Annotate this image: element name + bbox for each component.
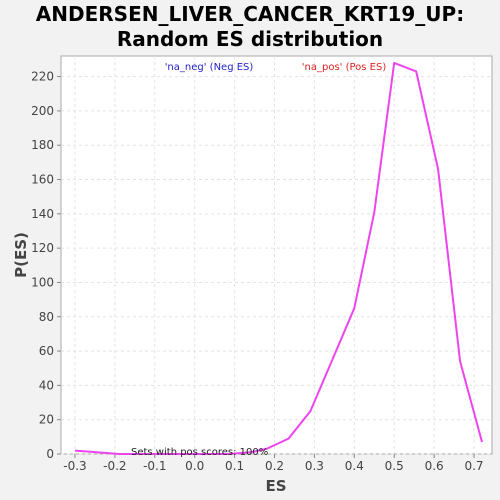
y-tick-label: 40 — [39, 378, 54, 392]
y-tick-label: 80 — [39, 310, 54, 324]
x-tick-label: 0.1 — [225, 459, 244, 473]
x-tick-label: 0.6 — [425, 459, 444, 473]
x-tick-label: -0.2 — [103, 459, 126, 473]
pos-scores-annotation: Sets with pos scores: 100% — [131, 447, 268, 458]
plot-area — [60, 55, 493, 455]
y-tick-label: 220 — [31, 70, 54, 84]
x-tick-label: -0.3 — [63, 459, 86, 473]
y-axis-label: P(ES) — [12, 232, 30, 278]
x-tick-label: 0.5 — [385, 459, 404, 473]
y-tick-label: 180 — [31, 138, 54, 152]
y-tick-label: 200 — [31, 104, 54, 118]
y-tick-label: 160 — [31, 173, 54, 187]
chart-title-line-2: Random ES distribution — [117, 27, 383, 51]
x-tick-label: 0.3 — [305, 459, 324, 473]
y-tick-label: 120 — [31, 241, 54, 255]
x-tick-label: 0.7 — [464, 459, 483, 473]
axes: -0.3 -0.2 -0.1 0.0 0.1 0.2 0.3 0.4 0.5 0.6 0.7 0 20 4… — [31, 70, 483, 473]
chart-title-line-1: ANDERSEN_LIVER_CANCER_KRT19_UP: — [36, 2, 464, 26]
y-tick-label: 140 — [31, 207, 54, 221]
x-axis-label: ES — [265, 477, 286, 495]
series-line — [74, 61, 483, 455]
y-tick-label: 0 — [46, 447, 54, 461]
y-tick-label: 20 — [39, 413, 54, 427]
x-tick-label: 0.4 — [345, 459, 364, 473]
series-layer — [74, 61, 483, 455]
grid — [61, 56, 492, 455]
y-tick-label: 60 — [39, 344, 54, 358]
x-tick-label: -0.1 — [143, 459, 166, 473]
x-tick-label: 0.0 — [185, 459, 204, 473]
legend-item-pos: 'na_pos' (Pos ES) — [302, 62, 387, 73]
x-tick-label: 0.2 — [265, 459, 284, 473]
y-tick-label: 100 — [31, 275, 54, 289]
legend-item-neg: 'na_neg' (Neg ES) — [165, 62, 254, 73]
